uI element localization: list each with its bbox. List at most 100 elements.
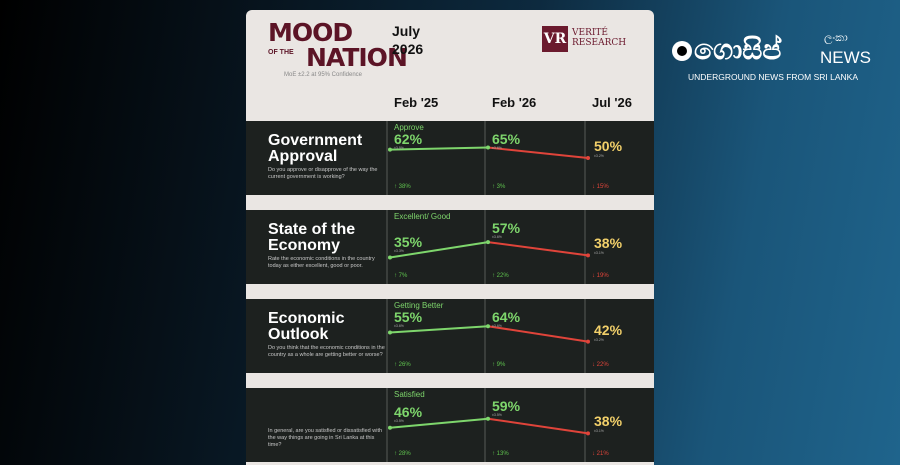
margin-of-error: ±3.5% bbox=[394, 418, 404, 423]
data-point bbox=[586, 339, 590, 344]
value-label: 38% bbox=[594, 235, 623, 252]
value-label: 62% bbox=[394, 131, 423, 147]
logo-sinhala-small: ලංකා bbox=[824, 32, 848, 44]
data-point bbox=[486, 416, 490, 421]
column-divider bbox=[386, 121, 388, 195]
logo-news: NEWS bbox=[820, 48, 871, 67]
trend-segment-fall bbox=[487, 325, 589, 343]
data-point bbox=[586, 253, 590, 258]
change-indicator: ↑ 7% bbox=[394, 273, 408, 279]
trend-segment-rise bbox=[389, 325, 489, 334]
data-point bbox=[388, 147, 392, 152]
column-divider bbox=[484, 388, 486, 462]
value-label: 64% bbox=[492, 309, 521, 325]
metric-title: State of the Economy bbox=[268, 221, 356, 254]
data-point bbox=[388, 255, 392, 260]
column-header-jul26: Jul '26 bbox=[592, 95, 632, 110]
panel-3: In general, are you satisfied or dissati… bbox=[246, 388, 654, 462]
metric-title: Economic Outlook bbox=[268, 310, 345, 343]
data-point bbox=[586, 156, 590, 160]
trend-segment-rise bbox=[389, 146, 489, 151]
trend-segment-fall bbox=[487, 146, 589, 159]
report-month: July bbox=[392, 23, 421, 39]
brand-name: VERITÉ RESEARCH bbox=[572, 28, 626, 48]
value-label: 57% bbox=[492, 220, 521, 236]
brand-logo: VR bbox=[542, 26, 568, 52]
eye-icon bbox=[672, 41, 692, 61]
trend-lines bbox=[388, 145, 590, 160]
value-label: 55% bbox=[394, 309, 423, 325]
margin-of-error: ±3.6% bbox=[492, 146, 502, 150]
value-label: 42% bbox=[594, 321, 623, 338]
margin-of-error: ±3.3% bbox=[394, 248, 404, 253]
value-label: 46% bbox=[394, 403, 423, 420]
margin-of-error: ±3.1% bbox=[594, 429, 604, 434]
column-divider bbox=[386, 210, 388, 284]
value-label: 35% bbox=[394, 233, 423, 250]
change-indicator: ↑ 26% bbox=[394, 362, 411, 368]
response-category: Getting Better bbox=[394, 301, 444, 310]
change-indicator: ↑ 38% bbox=[394, 184, 411, 190]
margin-of-error: ±3.2% bbox=[594, 337, 604, 342]
column-divider bbox=[386, 388, 388, 462]
column-divider bbox=[584, 210, 586, 284]
brand-name-line2: RESEARCH bbox=[572, 38, 627, 48]
column-divider bbox=[386, 299, 388, 373]
margin-of-error: ±3.5% bbox=[394, 146, 404, 150]
panel-0: Government Approval Do you approve or disa… bbox=[246, 121, 654, 195]
response-category: Satisfied bbox=[394, 390, 425, 399]
trend-lines bbox=[388, 416, 590, 436]
column-divider bbox=[484, 121, 486, 195]
margin-of-error: ±3.2% bbox=[594, 154, 604, 158]
value-label: 38% bbox=[594, 413, 623, 430]
brand-name-line1: VERITÉ bbox=[572, 28, 608, 38]
trend-lines bbox=[388, 324, 590, 344]
survey-question: Do you approve or disapprove of the way … bbox=[268, 167, 378, 180]
data-point bbox=[486, 240, 490, 245]
response-category: Approve bbox=[394, 123, 424, 132]
change-indicator: ↑ 3% bbox=[492, 184, 506, 190]
panel-1: State of the Economy Rate the economic con… bbox=[246, 210, 654, 284]
change-indicator: ↓ 15% bbox=[592, 184, 609, 190]
infographic-card: MOOD OF THE NATION July 2026 VR VERITÉ R… bbox=[246, 10, 654, 465]
column-header-feb26: Feb '26 bbox=[492, 95, 537, 110]
title-of-the: OF THE bbox=[268, 49, 294, 56]
change-indicator: ↓ 21% bbox=[592, 451, 609, 457]
survey-question: Rate the economic conditions in the coun… bbox=[268, 256, 375, 269]
trend-segment-rise bbox=[389, 417, 489, 429]
column-divider bbox=[584, 299, 586, 373]
trend-segment-rise bbox=[389, 241, 489, 259]
data-point bbox=[486, 145, 490, 150]
value-label: 59% bbox=[492, 398, 521, 414]
report-date: July 2026 bbox=[392, 22, 423, 58]
change-indicator: ↓ 19% bbox=[592, 273, 609, 279]
change-indicator: ↑ 22% bbox=[492, 273, 509, 279]
column-header-feb25: Feb '25 bbox=[394, 95, 439, 110]
trend-segment-fall bbox=[487, 417, 589, 435]
title-nation: NATION bbox=[306, 43, 408, 72]
margin-of-error-note: MoE ±2.2 at 95% Confidence bbox=[284, 72, 363, 78]
logo-tagline: UNDERGROUND NEWS FROM SRI LANKA bbox=[688, 72, 859, 82]
change-indicator: ↓ 22% bbox=[592, 362, 609, 368]
survey-question: In general, are you satisfied or dissati… bbox=[268, 428, 383, 448]
change-indicator: ↑ 9% bbox=[492, 362, 506, 368]
panel-2: Economic Outlook Do you think that the eco… bbox=[246, 299, 654, 373]
change-indicator: ↑ 28% bbox=[394, 451, 411, 457]
data-point bbox=[388, 330, 392, 335]
column-divider bbox=[484, 299, 486, 373]
margin-of-error: ±3.6% bbox=[492, 324, 502, 328]
column-divider bbox=[484, 210, 486, 284]
column-divider bbox=[584, 388, 586, 462]
metric-title: Government Approval bbox=[268, 132, 363, 165]
title-mood: MOOD bbox=[268, 18, 353, 47]
margin-of-error: ±3.6% bbox=[394, 324, 404, 328]
margin-of-error: ±3.6% bbox=[492, 235, 502, 239]
margin-of-error: ±3.5% bbox=[492, 413, 502, 417]
data-point bbox=[388, 425, 392, 430]
trend-segment-fall bbox=[487, 241, 589, 257]
trend-lines bbox=[388, 240, 590, 260]
margin-of-error: ±3.1% bbox=[594, 251, 604, 256]
logo-sinhala: ගොසිප් bbox=[694, 33, 782, 66]
value-label: 65% bbox=[492, 131, 521, 147]
change-indicator: ↑ 13% bbox=[492, 451, 509, 457]
